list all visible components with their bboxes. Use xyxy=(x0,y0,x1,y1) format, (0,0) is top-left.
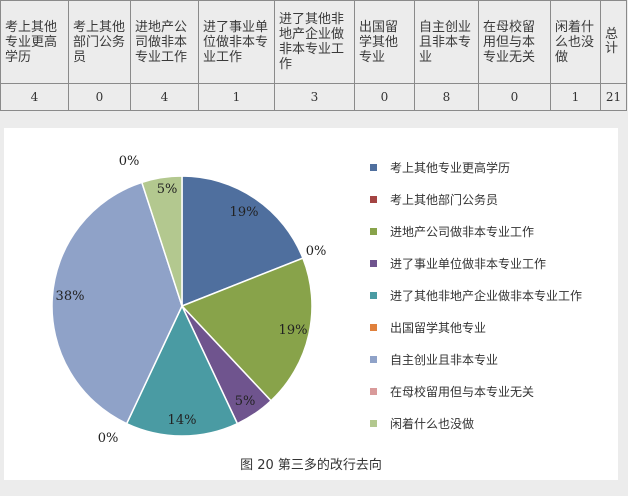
table-header-cell: 闲着什么也没做 xyxy=(550,0,601,84)
legend-item: 进了其他非地产企业做非本专业工作 xyxy=(370,284,620,316)
pie-slice-label: 38% xyxy=(56,289,85,304)
legend-item: 在母校留用但与本专业无关 xyxy=(370,380,620,412)
legend-item: 考上其他专业更高学历 xyxy=(370,156,620,188)
legend-label: 在母校留用但与本专业无关 xyxy=(390,385,535,399)
table-cell: 8 xyxy=(414,83,479,111)
table-header-row: 考上其他专业更高学历 考上其他部门公务员 进地产公司做非本专业工作 进了事业单位… xyxy=(0,0,627,84)
pie-slice xyxy=(181,175,304,308)
table-value-row: 4 0 4 1 3 0 8 0 1 21 xyxy=(0,83,627,111)
legend-swatch xyxy=(370,196,377,203)
pie-slice xyxy=(140,175,183,307)
pie-slice-label: 14% xyxy=(168,413,197,428)
pie-slice xyxy=(51,181,183,425)
table-cell: 0 xyxy=(354,83,415,111)
chart-area: 19% 0% 19% 5% 14% 0% 38% 0% 5% 考上其他专业更高学历 考上其他部门公… xyxy=(4,128,618,480)
legend-label: 进了其他非地产企业做非本专业工作 xyxy=(390,289,583,303)
legend-swatch xyxy=(370,292,377,299)
table-cell: 0 xyxy=(68,83,131,111)
table-header-cell-total: 总计 xyxy=(600,0,627,84)
legend-swatch xyxy=(370,420,377,427)
table-cell: 4 xyxy=(0,83,69,111)
table-cell: 4 xyxy=(130,83,199,111)
legend-swatch xyxy=(370,164,377,171)
pie-slice-label: 0% xyxy=(119,154,140,169)
pie-slice-label: 5% xyxy=(235,394,256,409)
legend-swatch xyxy=(370,324,377,331)
legend-item: 闲着什么也没做 xyxy=(370,412,620,444)
pie-chart: 19% 0% 19% 5% 14% 0% 38% 0% 5% xyxy=(51,154,327,446)
table-cell: 1 xyxy=(198,83,275,111)
chart-legend: 考上其他专业更高学历 考上其他部门公务员进地产公司做非本专业工作 进了事业单位做非本… xyxy=(370,156,620,444)
legend-swatch xyxy=(370,356,377,363)
pie-slice-label: 19% xyxy=(230,205,259,220)
table-header-cell: 在母校留用但与本专业无关 xyxy=(478,0,551,84)
chart-caption: 图 20 第三多的改行去向 xyxy=(240,458,382,473)
table-cell-total: 21 xyxy=(600,83,627,111)
pie-slice-label: 0% xyxy=(98,431,119,446)
legend-label: 出国留学其他专业 xyxy=(390,321,487,335)
legend-item: 进地产公司做非本专业工作 xyxy=(370,220,620,252)
table-cell: 1 xyxy=(550,83,601,111)
legend-item: 出国留学其他专业 xyxy=(370,316,620,348)
legend-label: 进地产公司做非本专业工作 xyxy=(390,225,535,239)
table-header-cell: 进了其他非地产企业做非本专业工作 xyxy=(274,0,355,84)
table-header-cell: 出国留学其他专业 xyxy=(354,0,415,84)
data-table: 考上其他专业更高学历 考上其他部门公务员 进地产公司做非本专业工作 进了事业单位… xyxy=(0,0,627,111)
legend-label: 进了事业单位做非本专业工作 xyxy=(390,257,547,271)
legend-item: 考上其他部门公务员 xyxy=(370,188,620,220)
table-header-cell: 自主创业且非本专业 xyxy=(414,0,479,84)
legend-swatch xyxy=(370,388,377,395)
legend-label: 自主创业且非本专业 xyxy=(390,353,499,367)
pie-slice xyxy=(180,257,313,402)
legend-label: 考上其他专业更高学历 xyxy=(390,161,511,175)
pie-slice-label: 0% xyxy=(306,244,327,259)
pie-slice-label: 5% xyxy=(157,182,178,197)
legend-swatch xyxy=(370,228,377,235)
pie-slice xyxy=(125,304,239,437)
legend-label: 考上其他部门公务员 xyxy=(390,193,499,207)
table-header-cell: 考上其他部门公务员 xyxy=(68,0,131,84)
legend-item: 自主创业且非本专业 xyxy=(370,348,620,380)
table-header-cell: 考上其他专业更高学历 xyxy=(0,0,69,84)
table-header-cell: 进了事业单位做非本专业工作 xyxy=(198,0,275,84)
table-header-cell: 进地产公司做非本专业工作 xyxy=(130,0,199,84)
table-cell: 3 xyxy=(274,83,355,111)
legend-label: 闲着什么也没做 xyxy=(390,417,475,431)
legend-item: 进了事业单位做非本专业工作 xyxy=(370,252,620,284)
table-cell: 0 xyxy=(478,83,551,111)
legend-swatch xyxy=(370,260,377,267)
pie-slice-label: 19% xyxy=(279,323,308,338)
